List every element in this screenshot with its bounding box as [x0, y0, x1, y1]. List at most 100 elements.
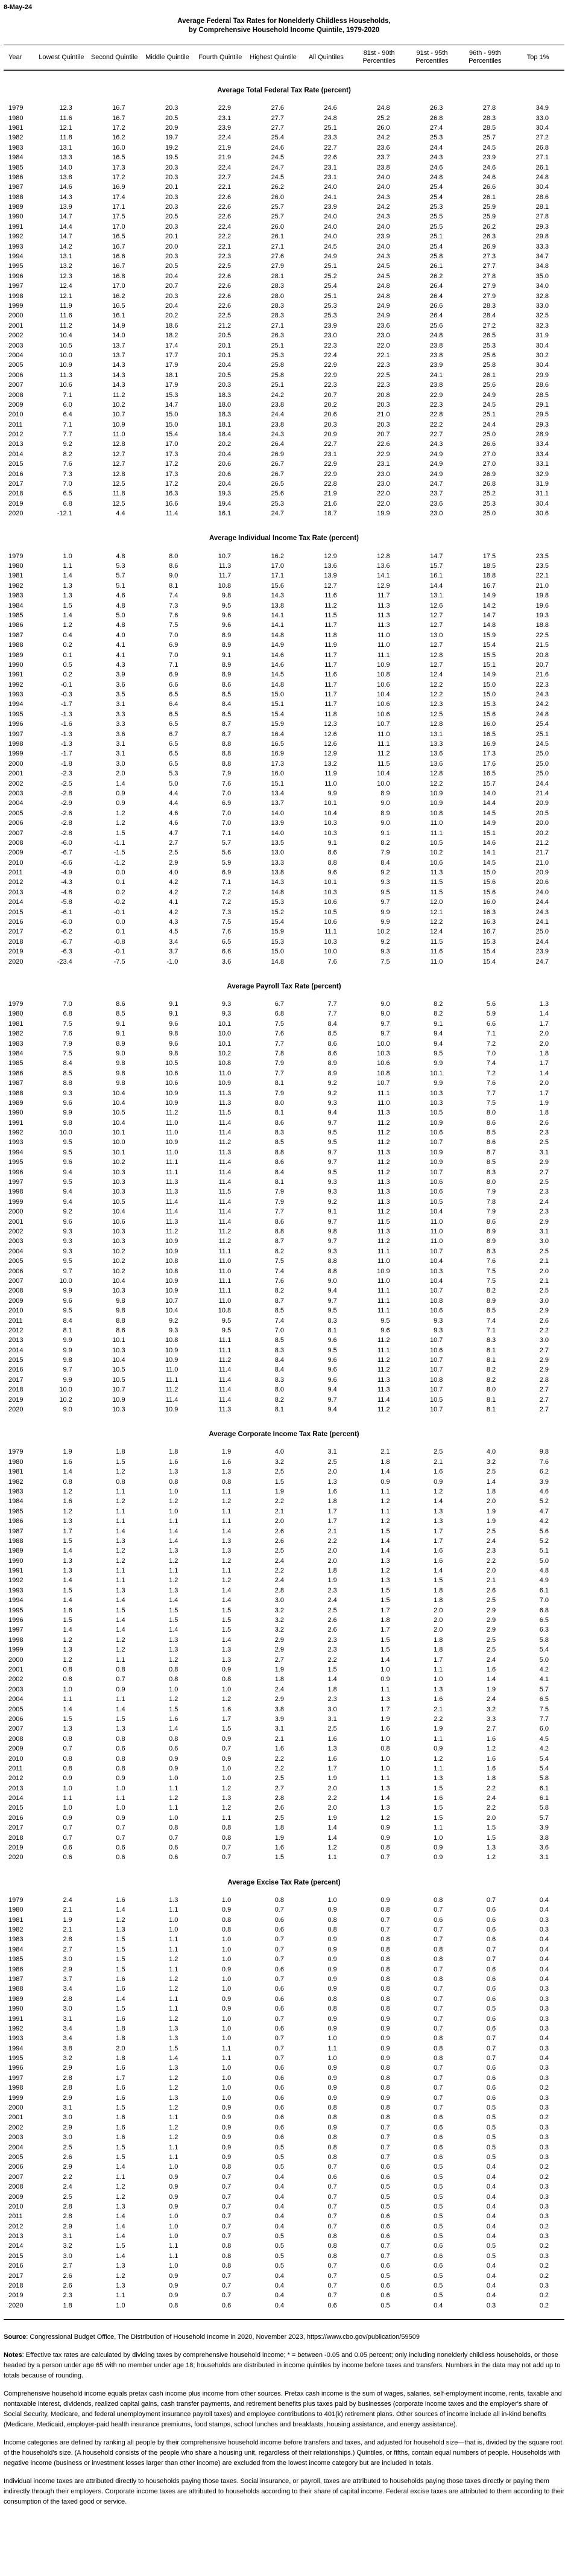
- table-row: 2012 2.9 1.4 1.0 0.7 0.4 0.7 0.6 0.5 0.4 0.2: [4, 2222, 564, 2231]
- value-cell: 20.5: [165, 213, 178, 221]
- value-cell: 4.7: [539, 1507, 549, 1515]
- value-cell: 1.1: [116, 1795, 125, 1802]
- value-cell: 8.6: [274, 1218, 284, 1226]
- value-cell: 0.9: [327, 2015, 337, 2023]
- value-cell: 9.8: [116, 1297, 125, 1305]
- table-row: 1980 11.6 16.7 20.5 23.1 27.7 24.8 25.2 26.8 28.3…: [4, 113, 564, 122]
- value-cell: 2.2: [327, 1537, 337, 1545]
- value-cell: 24.7: [535, 958, 549, 965]
- value-cell: 1.4: [116, 1705, 125, 1713]
- value-cell: 1.3: [63, 1646, 72, 1654]
- value-cell: 11.3: [377, 602, 390, 609]
- value-cell: 1.2: [63, 622, 72, 629]
- value-cell: 1.3: [221, 1656, 232, 1664]
- value-cell: 12.5: [112, 500, 125, 507]
- value-cell: -2.8: [60, 819, 72, 827]
- value-cell: 2.2: [327, 1795, 337, 1802]
- year-cell: 1996: [8, 1168, 24, 1176]
- value-cell: 15.6: [482, 888, 496, 896]
- value-cell: 25.4: [429, 193, 443, 201]
- value-cell: 4.5: [169, 928, 178, 936]
- value-cell: 17.0: [112, 282, 125, 290]
- value-cell: 3.9: [539, 1824, 549, 1832]
- value-cell: 11.1: [377, 1287, 390, 1295]
- value-cell: 1.4: [169, 1537, 178, 1545]
- value-cell: 9.3: [63, 1227, 72, 1235]
- value-cell: 11.8: [113, 490, 125, 498]
- value-cell: 7.3: [169, 602, 178, 609]
- value-cell: 30.2: [535, 351, 549, 359]
- year-cell: 1998: [8, 1188, 24, 1196]
- table-row: 2014 8.2 12.7 17.3 20.4 26.9 23.1 22.9 24.9 27.0 3…: [4, 450, 564, 459]
- value-cell: 3.2: [274, 1626, 284, 1634]
- value-cell: 8.6: [116, 1326, 125, 1334]
- value-cell: 1.6: [63, 1458, 72, 1466]
- report-page: 8-May-24 Average Federal Tax Rates for N…: [4, 4, 564, 2505]
- year-cell: 2006: [8, 2163, 24, 2171]
- year-cell: 2001: [8, 770, 24, 778]
- table-row: 2018 10.0 10.7 11.2 11.4 8.0 9.4 11.3 10.7 8.0 2.7: [4, 1385, 564, 1395]
- value-cell: 12.7: [429, 661, 443, 669]
- value-cell: 12.6: [429, 602, 443, 609]
- value-cell: 0.6: [486, 1995, 496, 2003]
- value-cell: 1.4: [63, 1547, 72, 1555]
- value-cell: 1.2: [434, 1487, 443, 1495]
- value-cell: 12.2: [429, 918, 443, 926]
- value-cell: 1.4: [63, 1597, 72, 1604]
- value-cell: 9.7: [380, 1030, 390, 1038]
- table-row: 1990 9.9 10.5 11.2 11.5 8.1 9.4 11.3 10.5 8.0 1.8: [4, 1108, 564, 1118]
- value-cell: 11.0: [430, 819, 443, 827]
- value-cell: 4.2: [539, 1518, 549, 1525]
- value-cell: 0.3: [539, 1985, 549, 1993]
- value-cell: 1.0: [380, 1764, 390, 1772]
- value-cell: 7.1: [63, 421, 72, 428]
- value-cell: 1.1: [221, 1507, 232, 1515]
- table-row: 1995 -1.3 3.3 6.5 8.5 15.4 11.8 10.6 12.5 15.6 24.…: [4, 710, 564, 719]
- year-cell: 1986: [8, 622, 24, 629]
- value-cell: 9.3: [380, 948, 390, 956]
- value-cell: 25.2: [324, 272, 337, 280]
- value-cell: 10.8: [377, 671, 390, 679]
- table-row: 1992 1.4 1.1 1.2 1.2 2.4 1.9 1.3 1.5 2.1 4.9: [4, 1576, 564, 1585]
- value-cell: 1.4: [221, 1527, 232, 1535]
- year-cell: 2015: [8, 1804, 24, 1812]
- value-cell: 10.7: [429, 1287, 443, 1295]
- value-cell: 21.6: [324, 500, 337, 507]
- value-cell: 15.1: [482, 661, 496, 669]
- value-cell: 25.6: [482, 381, 496, 389]
- value-cell: 29.3: [535, 223, 549, 231]
- value-cell: 11.0: [218, 1297, 232, 1305]
- year-cell: 2019: [8, 1844, 24, 1852]
- value-cell: 12.1: [59, 292, 72, 300]
- year-cell: 1993: [8, 1586, 24, 1594]
- value-cell: 0.6: [380, 2163, 390, 2171]
- value-cell: 16.0: [482, 898, 496, 906]
- table-row: 1980 1.1 5.3 8.6 11.3 17.0 13.6 13.6 15.7 18.5 23.…: [4, 561, 564, 571]
- value-cell: 1.4: [380, 1468, 390, 1476]
- year-cell: 2007: [8, 2173, 24, 2181]
- table-row: 1999 1.3 1.2 1.3 1.3 2.9 2.3 1.5 1.8 2.5 5.4: [4, 1645, 564, 1655]
- value-cell: 3.1: [63, 2233, 72, 2240]
- value-cell: 22.4: [218, 223, 232, 231]
- value-cell: 13.7: [112, 342, 125, 349]
- value-cell: 0.7: [63, 1745, 72, 1753]
- value-cell: 11.3: [430, 869, 443, 877]
- value-cell: 6.6: [169, 681, 178, 689]
- value-cell: 20.2: [165, 312, 178, 320]
- value-cell: 18.0: [218, 401, 232, 409]
- table-row: 2013 1.0 1.0 1.1 1.2 2.7 2.0 1.3 1.5 2.2 6.1: [4, 1784, 564, 1793]
- value-cell: 24.7: [429, 480, 443, 488]
- value-cell: 3.0: [63, 1956, 72, 1964]
- table-row: 1984 7.5 9.0 9.8 10.2 7.8 8.6 10.3 9.5 7.0 1.8: [4, 1049, 564, 1058]
- year-cell: 1990: [8, 1109, 24, 1117]
- value-cell: 1.4: [116, 1527, 125, 1535]
- value-cell: 22.6: [218, 203, 232, 211]
- value-cell: 9.7: [327, 1297, 337, 1305]
- value-cell: 11.3: [218, 1099, 232, 1107]
- value-cell: 10.1: [112, 1337, 125, 1344]
- value-cell: 11.2: [377, 1238, 390, 1245]
- value-cell: 1.3: [169, 1896, 178, 1904]
- value-cell: 1.0: [169, 2233, 178, 2240]
- value-cell: 10.3: [324, 819, 337, 827]
- value-cell: 22.8: [324, 480, 337, 488]
